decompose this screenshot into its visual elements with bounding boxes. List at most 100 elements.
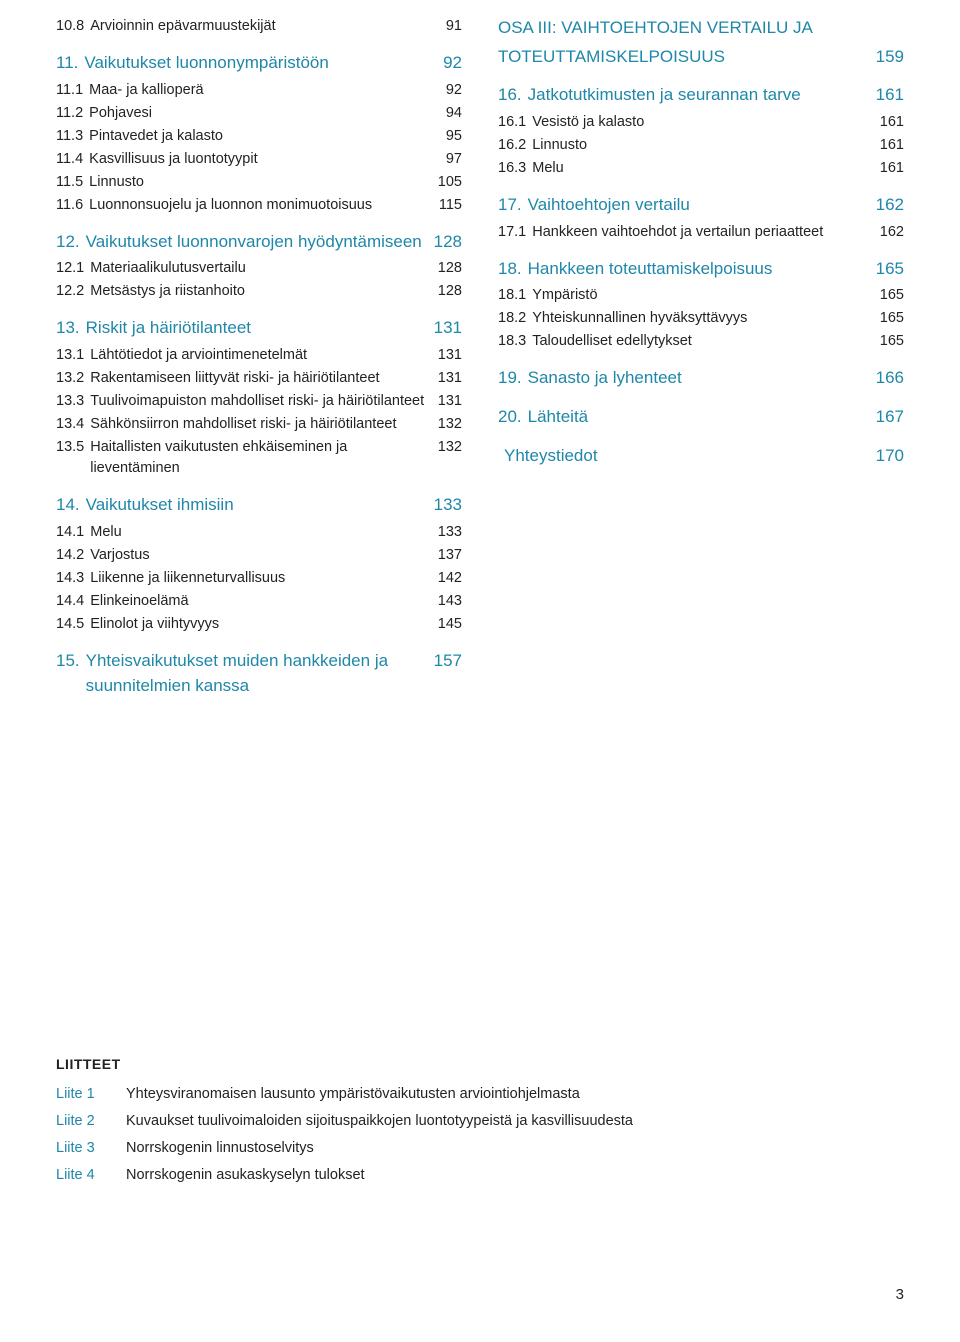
toc-number: 15. <box>56 649 86 674</box>
part-heading: OSA III: VAIHTOEHTOJEN VERTAILU JA TOTEUT… <box>498 16 904 69</box>
toc-page-ref: 128 <box>430 258 462 279</box>
toc-page-ref: 166 <box>868 366 904 391</box>
toc-page-ref: 132 <box>430 414 462 435</box>
appendix-text: Kuvaukset tuulivoimaloiden sijoituspaikk… <box>126 1111 904 1132</box>
toc-label: Vaikutukset ihmisiin <box>86 493 426 518</box>
toc-page-ref: 92 <box>438 80 462 101</box>
toc-number: 19. <box>498 366 528 391</box>
toc-number: 16.3 <box>498 158 532 179</box>
toc-page-ref: 161 <box>872 135 904 156</box>
toc-label: Liikenne ja liikenneturvallisuus <box>90 568 430 589</box>
toc-page-ref: 133 <box>426 493 462 518</box>
toc-number: 12.1 <box>56 258 90 279</box>
appendices-title: LIITTEET <box>56 1054 904 1074</box>
toc-number: 14.5 <box>56 614 90 635</box>
toc-page-ref: 131 <box>430 345 462 366</box>
part-heading-line2: TOTEUTTAMISKELPOISUUS159 <box>498 45 904 70</box>
toc-number: 18.3 <box>498 331 532 352</box>
toc-section: 13.Riskit ja häiriötilanteet131 <box>56 316 462 341</box>
toc-section: 12.Vaikutukset luonnonvarojen hyödyntämi… <box>56 230 462 255</box>
toc-label: Maa- ja kallioperä <box>89 80 438 101</box>
toc-label: Rakentamiseen liittyvät riski- ja häiriö… <box>90 368 430 389</box>
toc-label: Kasvillisuus ja luontotyypit <box>89 149 438 170</box>
toc-label: Jatkotutkimusten ja seurannan tarve <box>528 83 868 108</box>
toc-label: Arvioinnin epävarmuustekijät <box>90 16 438 37</box>
toc-label: Pohjavesi <box>89 103 438 124</box>
toc-number: 11.2 <box>56 103 89 124</box>
toc-subitem: 14.4Elinkeinoelämä143 <box>56 591 462 612</box>
toc-subitem: 16.3Melu161 <box>498 158 904 179</box>
toc-page-ref: 143 <box>430 591 462 612</box>
toc-page-ref: 105 <box>430 172 462 193</box>
toc-section: 17.Vaihtoehtojen vertailu162 <box>498 193 904 218</box>
toc-subitem: 16.2Linnusto161 <box>498 135 904 156</box>
toc-subitem: 12.2Metsästys ja riistanhoito128 <box>56 281 462 302</box>
toc-section: Yhteystiedot170 <box>498 444 904 469</box>
toc-subitem: 11.5Linnusto105 <box>56 172 462 193</box>
toc-label: Vaikutukset luonnonympäristöön <box>84 51 435 76</box>
toc-subitem: 13.4Sähkönsiirron mahdolliset riski- ja … <box>56 414 462 435</box>
toc-label: Yhteiskunnallinen hyväksyttävyys <box>532 308 872 329</box>
toc-page: 10.8Arvioinnin epävarmuustekijät9111.Vai… <box>0 0 960 702</box>
toc-label: Melu <box>532 158 872 179</box>
toc-label: Lähtötiedot ja arviointimenetelmät <box>90 345 430 366</box>
toc-number: 13. <box>56 316 86 341</box>
toc-number: 14.2 <box>56 545 90 566</box>
toc-number: 14. <box>56 493 86 518</box>
toc-section: 19.Sanasto ja lyhenteet166 <box>498 366 904 391</box>
part-heading-label: TOTEUTTAMISKELPOISUUS <box>498 45 868 70</box>
toc-number: 16. <box>498 83 528 108</box>
toc-number: 12.2 <box>56 281 90 302</box>
toc-page-ref: 161 <box>872 112 904 133</box>
appendix-text: Norrskogenin linnustoselvitys <box>126 1138 904 1159</box>
toc-label: Yhteystiedot <box>504 444 868 469</box>
toc-subitem: 14.1Melu133 <box>56 522 462 543</box>
appendix-row: Liite 4Norrskogenin asukaskyselyn tuloks… <box>56 1165 904 1186</box>
toc-page-ref: 131 <box>426 316 462 341</box>
toc-label: Pintavedet ja kalasto <box>89 126 438 147</box>
toc-label: Vesistö ja kalasto <box>532 112 872 133</box>
toc-page-ref: 165 <box>872 285 904 306</box>
toc-page-ref: 131 <box>430 368 462 389</box>
toc-number: 18.1 <box>498 285 532 306</box>
toc-subitem: 13.2Rakentamiseen liittyvät riski- ja hä… <box>56 368 462 389</box>
toc-label: Sähkönsiirron mahdolliset riski- ja häir… <box>90 414 430 435</box>
toc-subitem: 11.6Luonnonsuojelu ja luonnon monimuotoi… <box>56 195 462 216</box>
toc-page-ref: 132 <box>430 437 462 458</box>
toc-number: 16.1 <box>498 112 532 133</box>
toc-number: 11.3 <box>56 126 89 147</box>
toc-number: 14.4 <box>56 591 90 612</box>
toc-right-column: OSA III: VAIHTOEHTOJEN VERTAILU JA TOTEUT… <box>498 16 904 702</box>
toc-page-ref: 165 <box>868 257 904 282</box>
toc-page-ref: 128 <box>430 281 462 302</box>
appendix-row: Liite 1Yhteysviranomaisen lausunto ympär… <box>56 1084 904 1105</box>
toc-subitem: 10.8Arvioinnin epävarmuustekijät91 <box>56 16 462 37</box>
toc-number: 11. <box>56 51 84 76</box>
toc-subitem: 11.4Kasvillisuus ja luontotyypit97 <box>56 149 462 170</box>
toc-number: 17.1 <box>498 222 532 243</box>
toc-subitem: 13.1Lähtötiedot ja arviointimenetelmät13… <box>56 345 462 366</box>
toc-subitem: 17.1Hankkeen vaihtoehdot ja vertailun pe… <box>498 222 904 243</box>
toc-subitem: 12.1Materiaalikulutusvertailu128 <box>56 258 462 279</box>
toc-subitem: 13.5Haitallisten vaikutusten ehkäisemine… <box>56 437 462 479</box>
toc-label: Varjostus <box>90 545 430 566</box>
toc-page-ref: 162 <box>868 193 904 218</box>
toc-number: 11.4 <box>56 149 89 170</box>
toc-section: 15.Yhteisvaikutukset muiden hankkeiden j… <box>56 649 462 698</box>
toc-left-column: 10.8Arvioinnin epävarmuustekijät9111.Vai… <box>56 16 462 702</box>
appendix-row: Liite 3Norrskogenin linnustoselvitys <box>56 1138 904 1159</box>
part-heading-line1: OSA III: VAIHTOEHTOJEN VERTAILU JA <box>498 16 904 41</box>
toc-number: 14.1 <box>56 522 90 543</box>
toc-number: 10.8 <box>56 16 90 37</box>
appendix-key: Liite 4 <box>56 1165 126 1186</box>
toc-number: 18. <box>498 257 528 282</box>
toc-page-ref: 95 <box>438 126 462 147</box>
toc-page-ref: 157 <box>426 649 462 674</box>
toc-section: 20.Lähteitä167 <box>498 405 904 430</box>
toc-page-ref: 91 <box>438 16 462 37</box>
toc-number: 11.1 <box>56 80 89 101</box>
appendix-key: Liite 1 <box>56 1084 126 1105</box>
toc-page-ref: 170 <box>868 444 904 469</box>
toc-label: Vaihtoehtojen vertailu <box>528 193 868 218</box>
toc-section: 14.Vaikutukset ihmisiin133 <box>56 493 462 518</box>
